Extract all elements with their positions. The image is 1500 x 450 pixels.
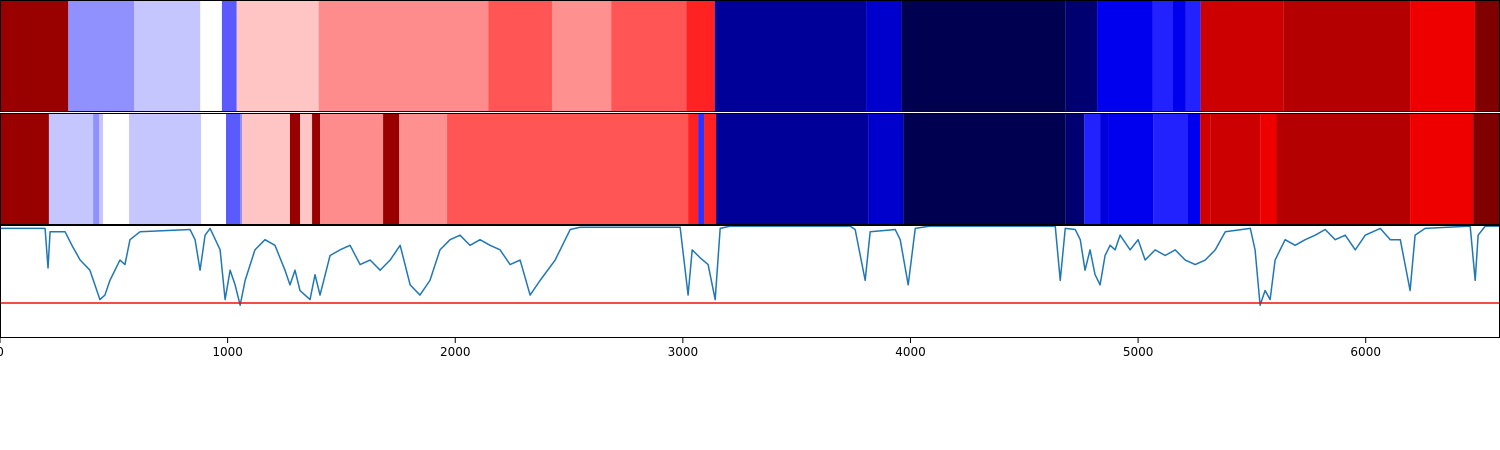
segment — [240, 113, 242, 225]
segment — [68, 0, 135, 112]
segment — [1200, 0, 1284, 112]
x-tick-label: 4000 — [895, 345, 926, 359]
segment — [698, 113, 705, 225]
segment — [300, 113, 313, 225]
segment — [1185, 0, 1201, 112]
segment — [1276, 113, 1411, 225]
segment — [1108, 113, 1154, 225]
segment — [1152, 0, 1173, 112]
segment — [93, 113, 100, 225]
segment — [236, 0, 319, 112]
panel-frame — [0, 225, 1500, 338]
segment — [383, 113, 400, 225]
segment — [318, 0, 489, 112]
segment — [1474, 0, 1500, 112]
line-area — [0, 225, 1500, 306]
segment — [447, 113, 689, 225]
segment — [221, 0, 237, 112]
segment — [103, 113, 130, 225]
segment — [200, 113, 227, 225]
segment — [48, 113, 94, 225]
segment — [688, 113, 699, 225]
segment — [289, 113, 300, 225]
segment — [226, 113, 241, 225]
segment — [868, 113, 904, 225]
segment — [0, 113, 49, 225]
segment — [686, 0, 715, 112]
segment — [1410, 113, 1474, 225]
segment — [200, 0, 222, 112]
signal-line — [0, 225, 1500, 306]
segment — [1260, 113, 1277, 225]
segment — [611, 0, 687, 112]
segment — [901, 0, 1066, 112]
segment — [1172, 0, 1186, 112]
segment — [241, 113, 290, 225]
segment — [1187, 113, 1201, 225]
x-tick-label: 5000 — [1123, 345, 1154, 359]
x-tick-label: 2000 — [440, 345, 471, 359]
segment — [716, 113, 869, 225]
segment — [1097, 0, 1153, 112]
segment — [320, 113, 384, 225]
segment — [1473, 113, 1500, 225]
segment — [1200, 113, 1211, 225]
x-tick-label: 3000 — [668, 345, 699, 359]
segment — [903, 113, 1066, 225]
x-tick-label: 1000 — [212, 345, 243, 359]
segment — [0, 0, 69, 112]
segment — [714, 0, 867, 112]
segment — [704, 113, 717, 225]
segment — [399, 113, 448, 225]
segment — [866, 0, 902, 112]
segment — [134, 0, 201, 112]
segment — [1065, 0, 1098, 112]
segment — [99, 113, 104, 225]
segment — [1410, 0, 1475, 112]
x-tick-label: 0 — [0, 345, 4, 359]
segment — [1210, 113, 1261, 225]
segment — [1084, 113, 1101, 225]
segment — [1153, 113, 1188, 225]
segment — [1100, 113, 1109, 225]
segment — [129, 113, 201, 225]
segment — [1065, 113, 1085, 225]
segment — [551, 0, 612, 112]
segment — [1283, 0, 1411, 112]
segment — [488, 0, 552, 112]
segment — [312, 113, 321, 225]
x-tick-label: 6000 — [1350, 345, 1381, 359]
